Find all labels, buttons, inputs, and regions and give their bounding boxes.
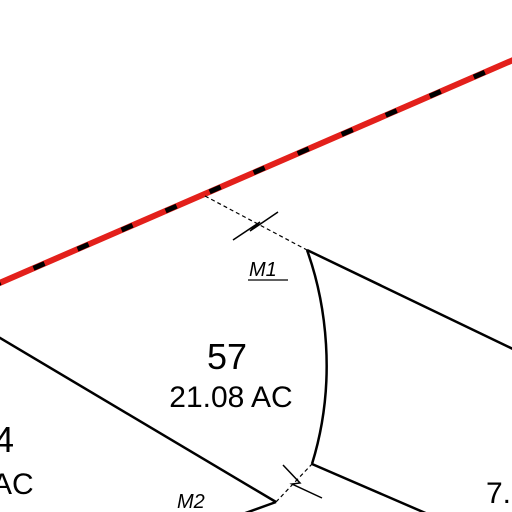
boundary-se	[311, 462, 427, 512]
parcel-4-area: AC	[0, 468, 34, 501]
highlighted-boundary-dashes	[0, 57, 512, 286]
tie-line-m1	[204, 195, 308, 251]
boundary-south-stub	[244, 500, 277, 512]
break-symbol-m1	[232, 211, 279, 241]
parcel-57-area: 21.08 AC	[169, 381, 292, 414]
parcel-57-number: 57	[207, 336, 247, 377]
tie-line-m2	[275, 463, 313, 503]
marker-m1-label: M1	[249, 259, 277, 281]
parcel-7-number: 7.	[486, 477, 511, 510]
boundary-ne	[306, 248, 512, 350]
boundary-east-curve	[305, 249, 328, 465]
boundary-sw	[0, 336, 277, 504]
marker-m2-label: M2	[177, 491, 205, 512]
parcel-4-number: 4	[0, 419, 14, 460]
parcel-57-boundary	[0, 248, 512, 512]
highlighted-boundary	[0, 57, 512, 287]
break-symbol-m2	[282, 464, 323, 499]
